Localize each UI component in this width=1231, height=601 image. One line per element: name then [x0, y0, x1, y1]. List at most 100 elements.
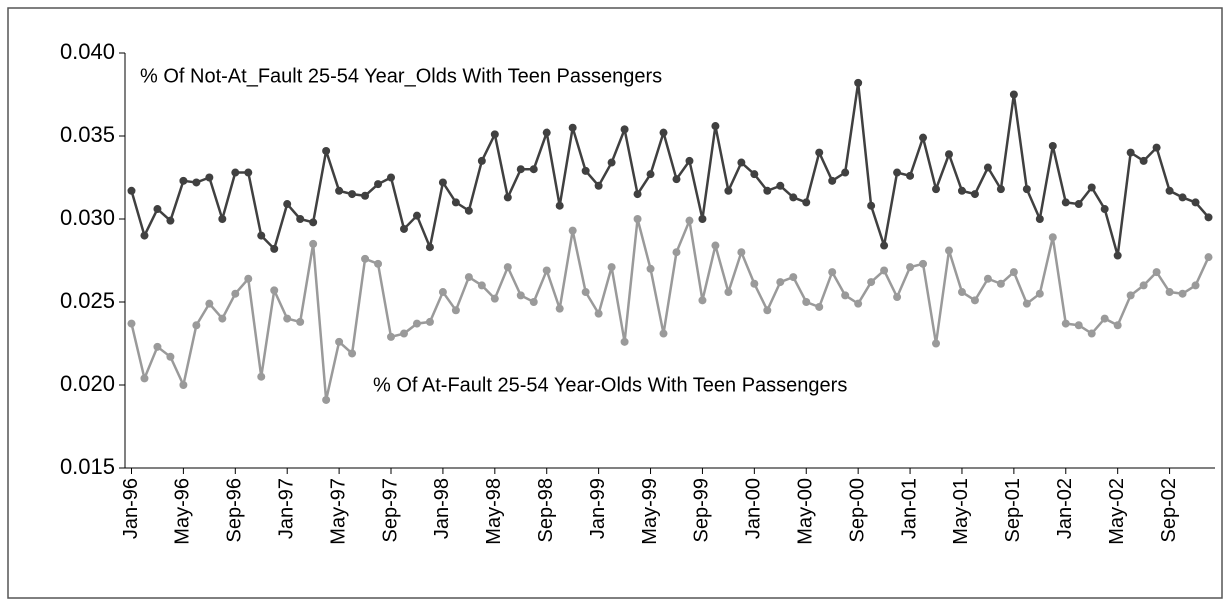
data-point: [283, 314, 292, 323]
data-point: [361, 254, 370, 263]
data-point: [802, 198, 811, 207]
data-point: [867, 278, 876, 287]
data-point: [646, 170, 655, 179]
y-tick-label: 0.030: [60, 205, 115, 230]
data-point: [1061, 198, 1070, 207]
data-point: [348, 190, 357, 199]
data-point: [309, 218, 318, 227]
x-tick-label: Jan-00: [743, 478, 765, 539]
data-point: [1009, 268, 1018, 277]
data-point: [919, 133, 928, 142]
data-point: [776, 278, 785, 287]
data-point: [270, 286, 279, 295]
data-point: [438, 288, 447, 297]
data-point: [880, 241, 889, 250]
data-point: [1126, 148, 1135, 157]
data-point: [140, 374, 149, 383]
data-point: [724, 288, 733, 297]
data-point: [944, 150, 953, 159]
data-point: [581, 288, 590, 297]
data-point: [659, 329, 668, 338]
x-tick-label: Jan-97: [275, 478, 297, 539]
data-point: [620, 337, 629, 346]
data-point: [555, 304, 564, 313]
data-point: [672, 248, 681, 257]
data-point: [1152, 143, 1161, 152]
data-point: [1061, 319, 1070, 328]
data-point: [893, 168, 902, 177]
data-point: [335, 337, 344, 346]
data-point: [815, 302, 824, 311]
data-point: [906, 171, 915, 180]
data-point: [1022, 185, 1031, 194]
data-point: [153, 342, 162, 351]
data-point: [529, 165, 538, 174]
data-point: [983, 274, 992, 283]
data-point: [1048, 233, 1057, 242]
data-point: [425, 317, 434, 326]
x-tick-label: Sep-99: [691, 478, 713, 543]
data-point: [218, 215, 227, 223]
data-point: [127, 319, 136, 328]
data-point: [685, 216, 694, 225]
data-point: [412, 211, 421, 220]
data-point: [841, 168, 850, 177]
data-point: [711, 122, 720, 131]
data-point: [322, 146, 331, 155]
data-point: [464, 273, 473, 282]
data-point: [789, 193, 798, 202]
data-point: [179, 381, 188, 389]
data-point: [970, 190, 979, 199]
data-point: [555, 201, 564, 210]
data-point: [802, 298, 811, 306]
data-point: [750, 170, 759, 179]
x-tick-label: Sep-98: [535, 478, 557, 543]
data-point: [231, 289, 240, 298]
x-tick-label: May-97: [327, 478, 349, 545]
y-tick-label: 0.015: [60, 454, 115, 479]
data-point: [399, 329, 408, 338]
data-point: [932, 339, 941, 348]
x-tick-label: Sep-96: [224, 478, 246, 543]
data-point: [1139, 281, 1148, 290]
data-point: [607, 158, 616, 167]
data-point: [711, 241, 720, 250]
data-point: [841, 291, 850, 300]
data-point: [906, 263, 915, 272]
data-point: [387, 332, 396, 341]
data-point: [854, 299, 863, 308]
x-tick-label: Sep-02: [1158, 478, 1180, 543]
data-point: [1126, 291, 1135, 300]
data-point: [932, 185, 941, 194]
data-point: [737, 248, 746, 257]
data-point: [737, 158, 746, 167]
data-point: [283, 200, 292, 209]
data-point: [374, 180, 383, 189]
data-point: [179, 176, 188, 185]
data-point: [438, 178, 447, 187]
data-point: [789, 273, 798, 282]
data-point: [166, 352, 175, 361]
data-point: [996, 185, 1005, 194]
data-point: [464, 206, 473, 215]
data-point: [957, 288, 966, 297]
data-point: [244, 274, 253, 283]
data-point: [1100, 205, 1109, 214]
data-point: [944, 246, 953, 255]
x-tick-label: Jan-99: [587, 478, 609, 539]
data-point: [724, 186, 733, 195]
data-point: [490, 130, 499, 139]
data-point: [166, 216, 175, 225]
data-point: [828, 176, 837, 185]
data-point: [335, 186, 344, 195]
data-point: [568, 123, 577, 132]
data-point: [854, 78, 863, 87]
data-point: [750, 279, 759, 288]
data-point: [127, 186, 136, 195]
series-label: % Of Not-At_Fault 25-54 Year_Olds With T…: [140, 65, 662, 87]
data-point: [646, 264, 655, 273]
data-point: [685, 156, 694, 165]
data-point: [1087, 329, 1096, 338]
data-point: [1152, 268, 1161, 277]
